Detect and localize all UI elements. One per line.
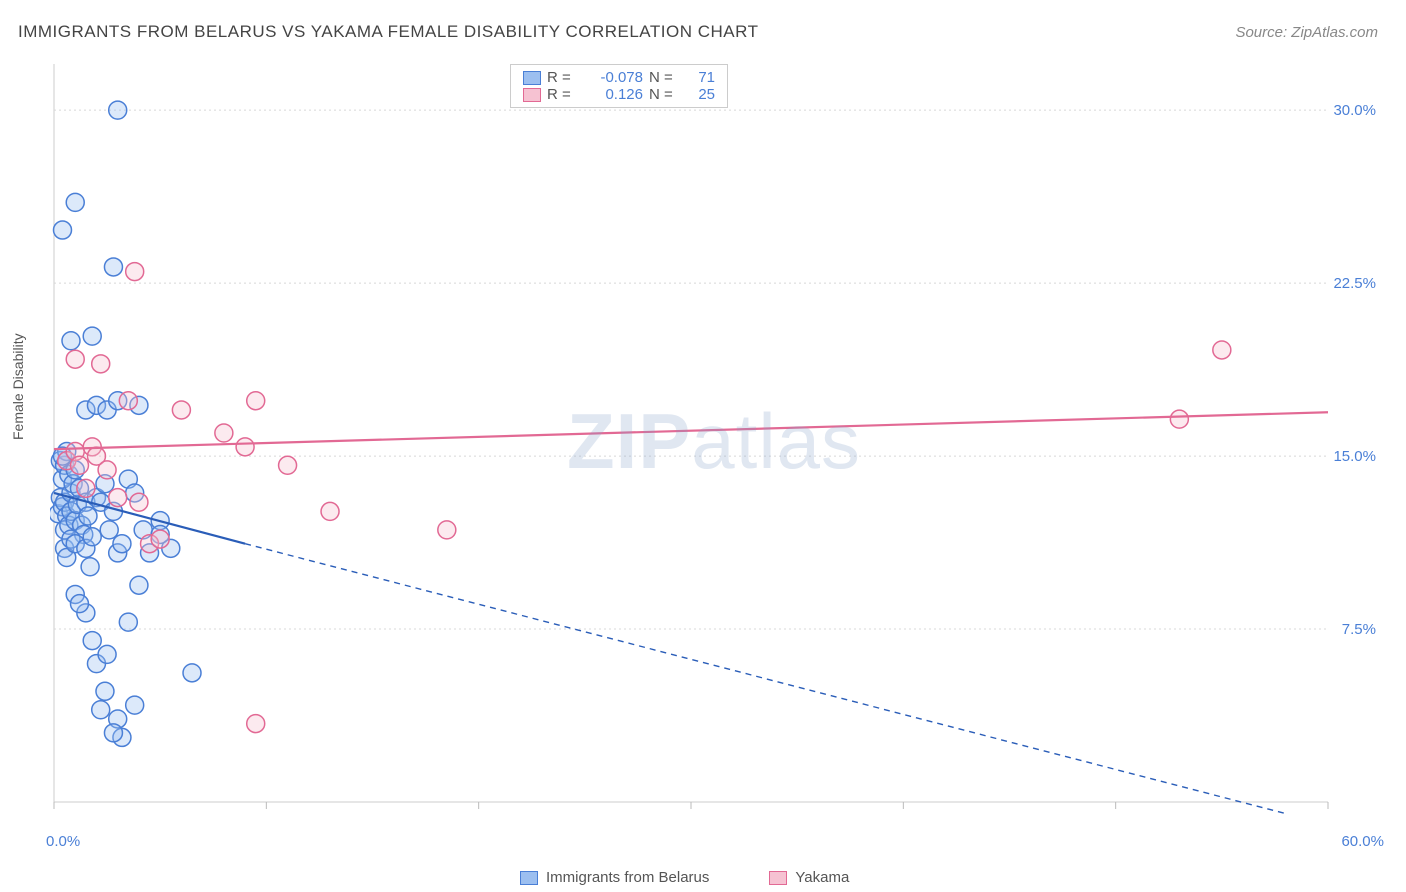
r-value: 0.126 <box>583 86 643 103</box>
data-point <box>81 558 99 576</box>
data-point <box>109 101 127 119</box>
source-attribution: Source: ZipAtlas.com <box>1235 24 1378 41</box>
n-label: N = <box>649 69 679 86</box>
data-point <box>62 332 80 350</box>
data-point <box>126 263 144 281</box>
svg-text:22.5%: 22.5% <box>1333 275 1376 292</box>
data-point <box>130 493 148 511</box>
svg-text:30.0%: 30.0% <box>1333 102 1376 119</box>
legend-item: Yakama <box>769 869 849 886</box>
r-label: R = <box>547 69 577 86</box>
data-point <box>79 507 97 525</box>
data-point <box>53 221 71 239</box>
data-point <box>96 682 114 700</box>
data-point <box>247 715 265 733</box>
data-point <box>113 535 131 553</box>
data-point <box>247 392 265 410</box>
n-value: 25 <box>685 86 715 103</box>
n-value: 71 <box>685 69 715 86</box>
data-point <box>66 350 84 368</box>
data-point <box>215 424 233 442</box>
data-point <box>104 258 122 276</box>
data-point <box>70 595 88 613</box>
data-point <box>1170 410 1188 428</box>
scatter-plot: 7.5% 15.0% 22.5% 30.0% <box>50 60 1378 832</box>
trend-line <box>54 412 1328 449</box>
data-point <box>119 613 137 631</box>
data-point <box>119 392 137 410</box>
legend-row: R = 0.126 N = 25 <box>523 86 715 103</box>
data-point <box>98 645 116 663</box>
legend-item: Immigrants from Belarus <box>520 869 709 886</box>
data-point <box>151 530 169 548</box>
series-legend: Immigrants from Belarus Yakama <box>520 869 849 886</box>
data-point <box>109 489 127 507</box>
data-point <box>98 461 116 479</box>
data-point <box>172 401 190 419</box>
chart-area: 7.5%15.0%22.5%30.0% ZIPatlas R = -0.078 … <box>50 60 1378 832</box>
legend-label: Immigrants from Belarus <box>546 869 709 886</box>
chart-title: IMMIGRANTS FROM BELARUS VS YAKAMA FEMALE… <box>18 22 758 42</box>
x-axis-max-label: 60.0% <box>1341 833 1384 850</box>
data-point <box>126 696 144 714</box>
data-point <box>438 521 456 539</box>
data-point <box>66 193 84 211</box>
trend-line-extrapolated <box>245 544 1285 814</box>
data-point <box>1213 341 1231 359</box>
legend-label: Yakama <box>795 869 849 886</box>
r-label: R = <box>547 86 577 103</box>
svg-text:7.5%: 7.5% <box>1342 621 1376 638</box>
n-label: N = <box>649 86 679 103</box>
data-point <box>104 724 122 742</box>
data-point <box>83 632 101 650</box>
legend-swatch <box>523 71 541 85</box>
data-point <box>83 528 101 546</box>
data-point <box>92 701 110 719</box>
data-point <box>321 502 339 520</box>
data-point <box>100 521 118 539</box>
data-point <box>236 438 254 456</box>
legend-swatch <box>520 871 538 885</box>
data-point <box>183 664 201 682</box>
legend-swatch <box>523 88 541 102</box>
legend-row: R = -0.078 N = 71 <box>523 69 715 86</box>
data-point <box>130 576 148 594</box>
r-value: -0.078 <box>583 69 643 86</box>
y-axis-label: Female Disability <box>10 333 26 440</box>
data-point <box>92 355 110 373</box>
data-point <box>83 327 101 345</box>
correlation-legend: R = -0.078 N = 71 R = 0.126 N = 25 <box>510 64 728 108</box>
svg-text:15.0%: 15.0% <box>1333 448 1376 465</box>
data-point <box>77 479 95 497</box>
x-axis-min-label: 0.0% <box>46 833 80 850</box>
legend-swatch <box>769 871 787 885</box>
data-point <box>279 456 297 474</box>
data-point <box>70 456 88 474</box>
